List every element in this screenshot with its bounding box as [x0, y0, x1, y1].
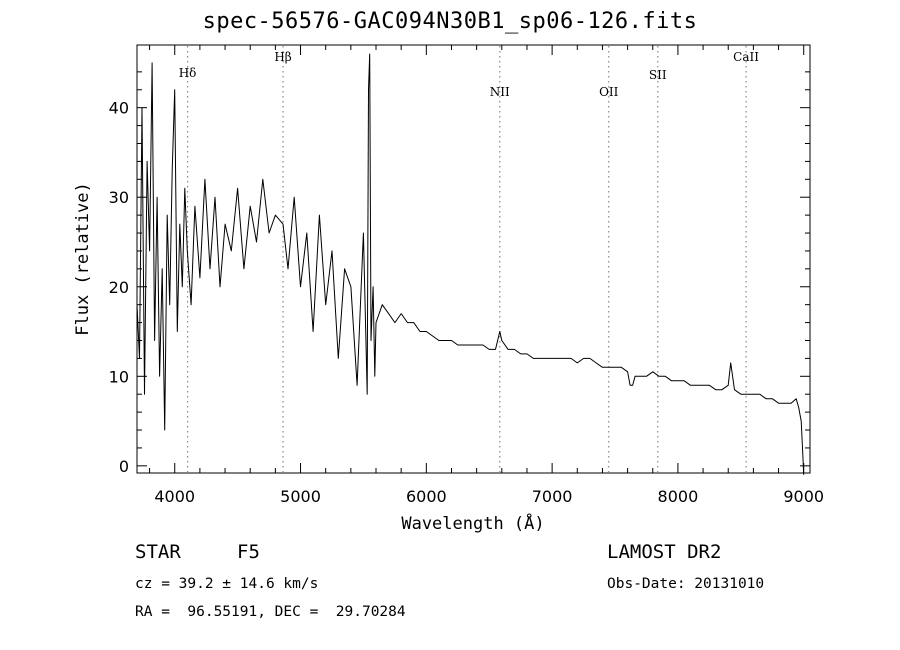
plot-frame	[136, 44, 811, 474]
axis-ticks: 4000 5000 6000 7000 8000 9000 0 10 20 30 40	[109, 45, 824, 506]
observation-date: Obs-Date: 20131010	[607, 576, 765, 592]
spectral-line-label: Hδ	[179, 66, 197, 80]
coordinates-text: RA = 96.55191, DEC = 29.70284	[135, 604, 406, 620]
spectral-line-markers: Hδ Hβ NII OII SII CaII	[179, 46, 759, 472]
survey-name: LAMOST DR2	[607, 541, 722, 563]
x-tick-label: 6000	[406, 487, 447, 506]
x-axis-label: Wavelength (Å)	[401, 512, 544, 534]
x-tick-label: 7000	[532, 487, 573, 506]
y-axis-label: Flux (relative)	[73, 182, 93, 336]
y-tick-label: 40	[109, 99, 129, 118]
object-class: STAR	[135, 541, 181, 563]
spectral-line-label: NII	[490, 85, 510, 99]
chart-title: spec-56576-GAC094N30B1_sp06-126.fits	[202, 9, 698, 34]
spectral-line-label: SII	[649, 68, 667, 82]
spectrum-line	[136, 53, 805, 475]
redshift-text: cz = 39.2 ± 14.6 km/s	[135, 576, 319, 592]
y-tick-label: 0	[119, 457, 129, 476]
x-tick-label: 8000	[658, 487, 699, 506]
x-tick-label: 5000	[280, 487, 321, 506]
spectral-line-label: OII	[599, 85, 619, 99]
object-subclass: F5	[237, 541, 260, 563]
y-tick-label: 20	[109, 278, 129, 297]
x-tick-label: 9000	[783, 487, 824, 506]
x-tick-label: 4000	[154, 487, 195, 506]
spectral-line-label: Hβ	[274, 50, 291, 64]
y-tick-label: 10	[109, 367, 129, 386]
spectral-line-label: CaII	[733, 50, 759, 64]
spectrum-series	[136, 53, 805, 475]
y-tick-label: 30	[109, 188, 129, 207]
